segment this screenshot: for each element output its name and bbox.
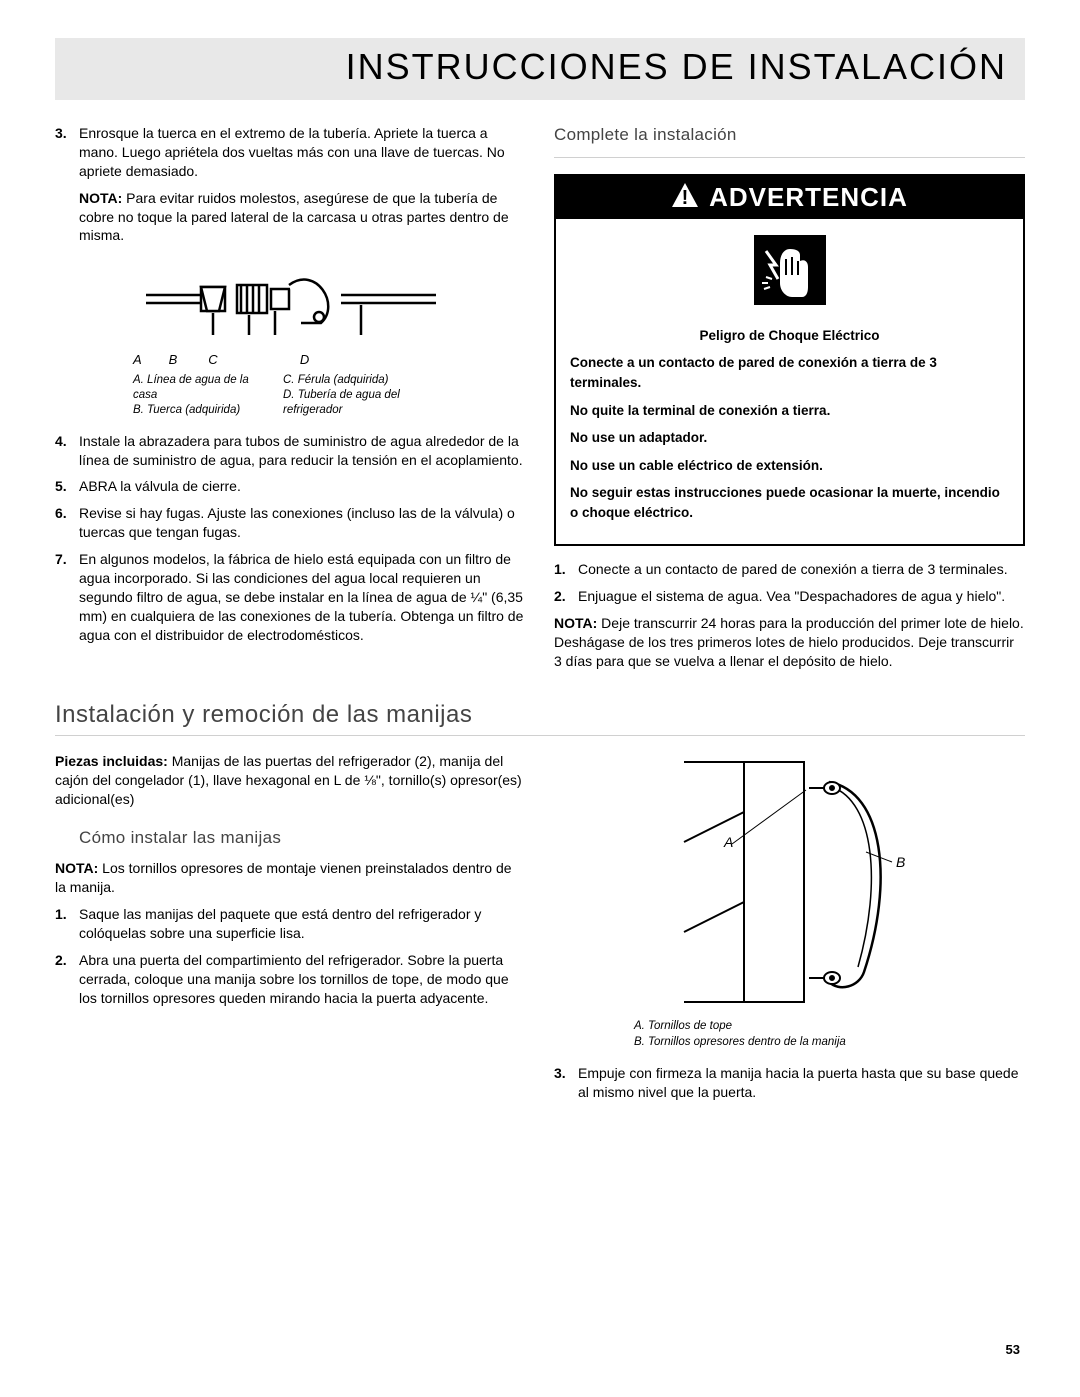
complete-installation-heading: Complete la instalación	[554, 124, 1025, 147]
bottom-columns: Piezas incluidas: Manijas de las puertas…	[55, 752, 1025, 1110]
bottom-right-column: A B A. Tornillos de tope B. Tornillos op…	[554, 752, 1025, 1110]
warning-header: ! ADVERTENCIA	[556, 176, 1023, 219]
warning-triangle-icon: !	[671, 182, 699, 212]
step-7: 7. En algunos modelos, la fábrica de hie…	[55, 550, 526, 644]
handles-note: NOTA: Los tornillos opresores de montaje…	[55, 859, 526, 897]
svg-text:A: A	[723, 834, 733, 850]
svg-text:!: !	[682, 187, 689, 208]
divider	[554, 157, 1025, 158]
right-step-2: 2. Enjuague el sistema de agua. Vea "Des…	[554, 587, 1025, 606]
top-columns: 3. Enrosque la tuerca en el extremo de l…	[55, 124, 1025, 671]
pipe-diagram	[141, 255, 441, 345]
left-column: 3. Enrosque la tuerca en el extremo de l…	[55, 124, 526, 671]
page-title: INSTRUCCIONES DE INSTALACIÓN	[55, 46, 1007, 88]
diagram-legend: A. Línea de agua de la casa B. Tuerca (a…	[133, 373, 526, 418]
page-number: 53	[1006, 1342, 1020, 1357]
step-4: 4. Instale la abrazadera para tubos de s…	[55, 432, 526, 470]
shock-hand-icon	[556, 219, 1023, 322]
svg-text:B: B	[896, 854, 905, 870]
handle-step-3: 3. Empuje con firmeza la manija hacia la…	[554, 1064, 1025, 1102]
step-3-note: NOTA: Para evitar ruidos molestos, asegú…	[79, 189, 526, 246]
right-step-1: 1. Conecte a un contacto de pared de con…	[554, 560, 1025, 579]
handle-step-1: 1. Saque las manijas del paquete que est…	[55, 905, 526, 943]
right-column: Complete la instalación ! ADVERTENCIA	[554, 124, 1025, 671]
handle-legend: A. Tornillos de tope B. Tornillos opreso…	[634, 1018, 1025, 1050]
divider	[55, 735, 1025, 736]
right-note: NOTA: Deje transcurrir 24 horas para la …	[554, 614, 1025, 671]
bottom-left-column: Piezas incluidas: Manijas de las puertas…	[55, 752, 526, 1110]
handles-section-title: Instalación y remoción de las manijas	[55, 701, 1025, 729]
handle-step-2: 2. Abra una puerta del compartimiento de…	[55, 951, 526, 1008]
warning-body: Peligro de Choque Eléctrico Conecte a un…	[556, 322, 1023, 545]
step-5: 5. ABRA la válvula de cierre.	[55, 477, 526, 496]
diagram-labels: A B C D	[133, 351, 526, 369]
page-header: INSTRUCCIONES DE INSTALACIÓN	[55, 38, 1025, 100]
warning-box: ! ADVERTENCIA Peligro de Choque Eléctric…	[554, 174, 1025, 546]
handle-diagram: A B	[614, 752, 954, 1012]
included-parts: Piezas incluidas: Manijas de las puertas…	[55, 752, 526, 809]
step-6: 6. Revise si hay fugas. Ajuste las conex…	[55, 504, 526, 542]
install-handles-heading: Cómo instalar las manijas	[79, 827, 526, 850]
step-3: 3. Enrosque la tuerca en el extremo de l…	[55, 124, 526, 181]
